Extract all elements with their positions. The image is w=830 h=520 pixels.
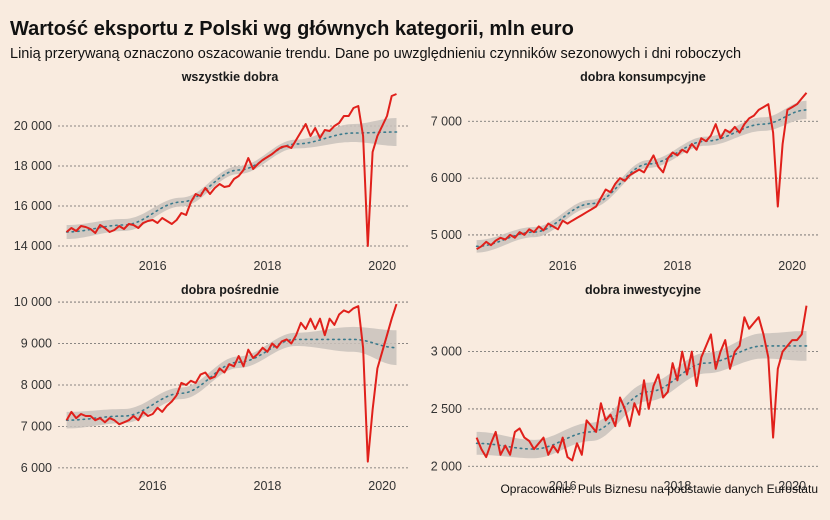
x-tick-label: 2018 [664, 479, 692, 493]
series-line [65, 93, 397, 247]
x-tick-label: 2020 [368, 479, 396, 493]
panel-dobra-inwestycyjne: dobra inwestycyjne 2 000 2 500 3 000 2016 201… [431, 283, 818, 493]
y-tick-label: 2 500 [431, 402, 462, 416]
trend-band [476, 100, 807, 253]
y-tick-label: 2 000 [431, 459, 462, 473]
panel-title: dobra inwestycyjne [585, 283, 701, 297]
source-note: Opracowanie: Puls Biznesu na podstawie d… [500, 482, 818, 496]
x-tick-label: 2016 [139, 259, 167, 273]
series-line [476, 92, 808, 251]
x-tick-label: 2016 [549, 259, 577, 273]
x-tick-label: 2020 [778, 259, 806, 273]
trend-line [65, 131, 398, 233]
panel-title: wszystkie dobra [181, 70, 280, 84]
panel-dobra-posrednie: dobra pośrednie 6 000 7 000 8 000 9 000 10 00… [14, 283, 408, 493]
panel-dobra-konsumpcyjne: dobra konsumpcyjne 5 000 6 000 7 000 2016 201… [431, 70, 818, 273]
series-line [65, 303, 398, 463]
y-tick-label: 7 000 [21, 419, 52, 433]
trend-band [66, 118, 397, 239]
trend-line [475, 109, 808, 248]
x-tick-label: 2016 [139, 479, 167, 493]
y-tick-label: 14 000 [14, 239, 52, 253]
y-tick-label: 6 000 [431, 171, 462, 185]
y-tick-label: 16 000 [14, 199, 52, 213]
panel-title: dobra pośrednie [181, 283, 279, 297]
y-tick-label: 18 000 [14, 159, 52, 173]
x-tick-label: 2020 [368, 259, 396, 273]
y-tick-label: 6 000 [21, 461, 52, 475]
series-line [475, 305, 808, 462]
y-tick-label: 3 000 [431, 345, 462, 359]
chart-title: Wartość eksportu z Polski wg głównych ka… [10, 18, 574, 40]
panel-wszystkie-dobra: wszystkie dobra 14 000 16 000 18 000 20 000 2… [14, 70, 408, 273]
panel-title: dobra konsumpcyjne [580, 70, 706, 84]
y-tick-label: 10 000 [14, 295, 52, 309]
x-tick-label: 2016 [549, 479, 577, 493]
y-tick-label: 7 000 [431, 114, 462, 128]
y-tick-label: 5 000 [431, 228, 462, 242]
y-tick-label: 20 000 [14, 119, 52, 133]
trend-line [65, 338, 398, 421]
x-tick-label: 2018 [664, 259, 692, 273]
chart-subtitle: Linią przerywaną oznaczono oszacowanie t… [10, 46, 742, 62]
x-tick-label: 2020 [778, 479, 806, 493]
x-tick-label: 2018 [254, 479, 282, 493]
trend-band [66, 326, 397, 429]
y-tick-label: 9 000 [21, 337, 52, 351]
y-tick-label: 8 000 [21, 378, 52, 392]
x-tick-label: 2018 [254, 259, 282, 273]
